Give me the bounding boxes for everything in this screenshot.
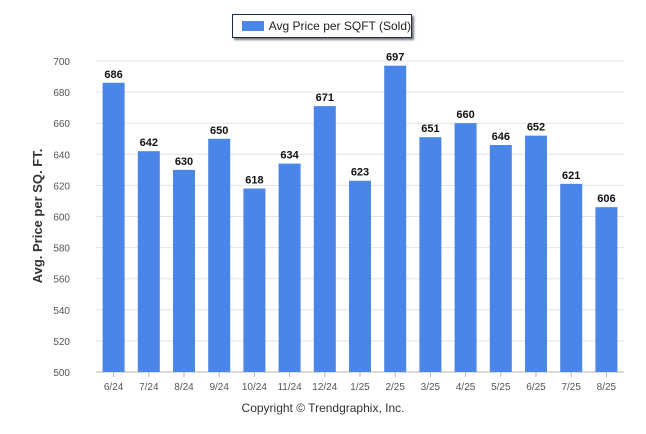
y-tick-label: 500 xyxy=(53,368,70,379)
bar xyxy=(384,65,407,372)
data-label: 686 xyxy=(104,69,122,81)
y-tick-label: 620 xyxy=(53,181,70,192)
x-tick-label: 6/24 xyxy=(104,382,124,393)
x-tick-label: 7/25 xyxy=(561,382,581,393)
legend-swatch xyxy=(242,21,264,31)
y-tick-label: 520 xyxy=(53,337,70,348)
data-labels: 686 642 630 650 618 634 671 623 697 651 660 646 652 6… xyxy=(104,52,615,206)
data-label: 646 xyxy=(492,131,510,143)
y-tick-label: 660 xyxy=(53,119,70,130)
bar xyxy=(454,123,477,372)
y-tick-label: 560 xyxy=(53,275,70,286)
bar xyxy=(349,180,371,372)
y-tick-label: 640 xyxy=(53,150,70,161)
x-tick-label: 2/25 xyxy=(385,382,405,393)
bar xyxy=(489,144,512,372)
data-label: 634 xyxy=(280,150,299,162)
y-tick-label: 700 xyxy=(53,57,70,68)
bar xyxy=(208,138,231,372)
data-label: 623 xyxy=(351,167,369,179)
y-tick-label: 540 xyxy=(53,306,70,317)
bar xyxy=(419,137,442,372)
x-tick-label: 3/25 xyxy=(421,382,441,393)
y-tick-label: 580 xyxy=(53,244,70,255)
bar xyxy=(525,135,547,372)
copyright-footer: Copyright © Trendgraphix, Inc. xyxy=(241,401,405,415)
bar xyxy=(173,169,195,372)
x-tick-label: 11/24 xyxy=(277,382,302,393)
x-tick-label: 8/24 xyxy=(174,382,194,393)
bar xyxy=(243,188,266,372)
data-label: 660 xyxy=(456,109,474,121)
data-label: 651 xyxy=(421,123,439,135)
bar xyxy=(137,151,160,372)
legend: Avg Price per SQFT (Sold) xyxy=(232,14,412,38)
x-tick-label: 8/25 xyxy=(597,382,617,393)
y-axis-title: Avg. Price per SQ. FT. xyxy=(30,149,45,284)
x-tick-label: 12/24 xyxy=(312,382,337,393)
data-label: 621 xyxy=(562,170,580,182)
bars xyxy=(102,65,618,373)
axes: 500 520 540 560 580 600 620 640 660 680 700 6/24 7/2… xyxy=(53,57,624,393)
data-label: 630 xyxy=(175,156,193,168)
x-tick-label: 7/24 xyxy=(139,382,159,393)
x-tick-label: 9/24 xyxy=(209,382,229,393)
data-label: 650 xyxy=(210,125,228,137)
bar xyxy=(313,106,336,372)
x-tick-label: 1/25 xyxy=(350,382,370,393)
bar xyxy=(278,163,301,372)
data-label: 618 xyxy=(245,175,263,187)
y-tick-label: 600 xyxy=(53,213,70,224)
x-tick-label: 4/25 xyxy=(456,382,476,393)
data-label: 642 xyxy=(140,137,158,149)
x-tick-label: 10/24 xyxy=(242,382,267,393)
data-label: 671 xyxy=(316,92,334,104)
y-tick-label: 680 xyxy=(53,88,70,99)
bar xyxy=(102,82,125,373)
data-label: 606 xyxy=(597,193,615,205)
x-tick-label: 6/25 xyxy=(526,382,546,393)
bar xyxy=(595,207,618,372)
x-tick-label: 5/25 xyxy=(491,382,511,393)
legend-label: Avg Price per SQFT (Sold) xyxy=(268,19,411,33)
data-label: 697 xyxy=(386,52,404,64)
data-label: 652 xyxy=(527,122,545,134)
bar xyxy=(560,183,583,372)
